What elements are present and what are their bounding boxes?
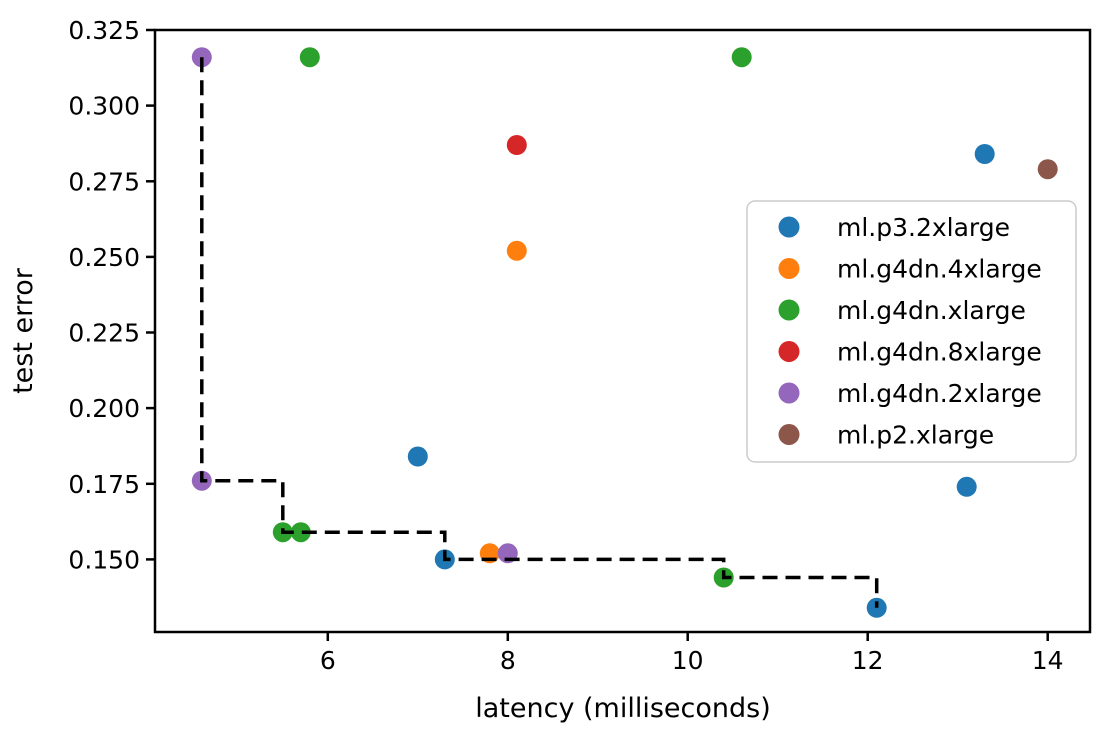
scatter-point-ml.p2.xlarge	[1037, 159, 1058, 180]
x-tick-label: 6	[320, 646, 336, 675]
legend-marker	[778, 299, 800, 321]
y-tick-label: 0.175	[68, 470, 140, 499]
y-tick-label: 0.225	[68, 319, 140, 348]
x-tick-label: 14	[1032, 646, 1064, 675]
axes-layer: 6 8 10 12 14 0.150 0.175 0.200 0.225 0.250 0.275 0.…	[68, 16, 1092, 675]
legend-item: ml.p2.xlarge	[778, 421, 994, 450]
legend-label: ml.g4dn.8xlarge	[837, 338, 1042, 367]
scatter-point-ml.g4dn.8xlarge	[506, 135, 527, 155]
legend-box	[746, 200, 1077, 463]
y-tick-label: 0.325	[68, 16, 140, 45]
x-axis-label: latency (milliseconds)	[475, 693, 771, 724]
scatter-point-ml.p3.2xlarge	[956, 476, 977, 497]
legend: ml.p3.2xlarge ml.g4dn.4xlarge ml.g4dn.xlar…	[746, 200, 1077, 463]
scatter-point-ml.p3.2xlarge	[974, 144, 995, 164]
legend-label: ml.p2.xlarge	[837, 421, 994, 450]
pareto-frontier-line	[200, 57, 879, 608]
legend-item: ml.g4dn.4xlarge	[778, 255, 1042, 284]
scatter-point-ml.p3.2xlarge	[407, 446, 428, 467]
legend-marker	[778, 424, 800, 445]
y-tick-label: 0.275	[68, 167, 140, 196]
legend-label: ml.p3.2xlarge	[837, 213, 1010, 242]
y-tick-label: 0.300	[68, 92, 140, 121]
x-tick-label: 10	[672, 646, 704, 675]
plot-border	[153, 28, 1092, 634]
legend-item: ml.g4dn.8xlarge	[778, 338, 1042, 367]
legend-label: ml.g4dn.2xlarge	[837, 379, 1042, 408]
scatter-point-ml.g4dn.xlarge	[290, 522, 311, 543]
scatter-point-ml.g4dn.xlarge	[299, 47, 320, 68]
x-tick-label: 12	[852, 646, 884, 675]
legend-marker	[778, 216, 800, 238]
legend-marker	[778, 382, 800, 404]
y-axis-label: test error	[8, 267, 39, 394]
scatter-points-layer	[191, 47, 1058, 618]
scatter-point-ml.g4dn.4xlarge	[506, 240, 527, 261]
y-tick-label: 0.150	[68, 545, 140, 574]
y-tick-label: 0.250	[68, 243, 140, 272]
y-tick-label: 0.200	[68, 394, 140, 423]
scatter-point-ml.g4dn.2xlarge	[191, 47, 212, 68]
scatter-point-ml.g4dn.xlarge	[731, 47, 752, 68]
pareto-frontier-layer	[200, 57, 879, 608]
legend-marker	[778, 341, 800, 362]
legend-item: ml.g4dn.2xlarge	[778, 379, 1042, 408]
legend-item: ml.p3.2xlarge	[778, 213, 1010, 242]
legend-marker	[778, 258, 800, 279]
x-tick-label: 8	[500, 646, 516, 675]
legend-label: ml.g4dn.4xlarge	[837, 255, 1042, 284]
legend-item: ml.g4dn.xlarge	[778, 296, 1026, 325]
legend-label: ml.g4dn.xlarge	[837, 296, 1026, 325]
